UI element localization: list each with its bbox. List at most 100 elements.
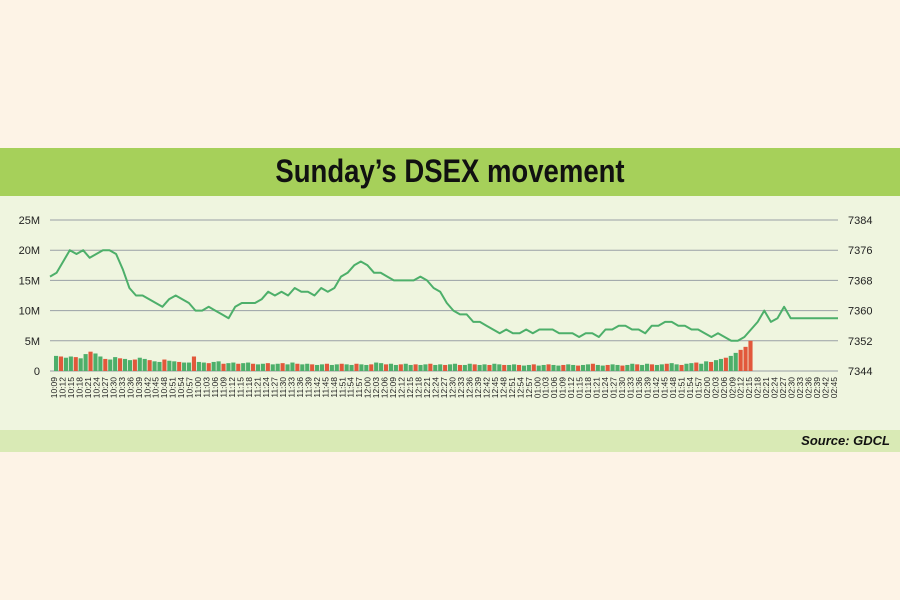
volume-bar: [443, 364, 448, 371]
volume-bar: [403, 363, 408, 371]
volume-bar: [659, 364, 664, 371]
volume-bar: [290, 362, 295, 371]
time-label: 10:24: [91, 377, 101, 399]
volume-bar: [147, 360, 152, 371]
volume-bar: [88, 351, 93, 371]
volume-bar: [73, 357, 78, 371]
time-label: 02:15: [744, 377, 754, 399]
time-label: 02:12: [736, 377, 746, 399]
time-label: 01:42: [651, 377, 661, 399]
volume-bar: [374, 362, 379, 371]
volume-bar: [649, 364, 655, 371]
time-label: 10:51: [168, 377, 178, 399]
volume-bar: [477, 364, 482, 371]
chart-title: Sunday’s DSEX movement: [275, 153, 625, 189]
time-label: 12:57: [524, 377, 534, 399]
time-label: 01:54: [685, 377, 695, 399]
volume-bar: [122, 358, 128, 371]
left-tick-label: 0: [34, 366, 40, 378]
volume-bar: [295, 363, 300, 371]
time-label: 11:00: [193, 377, 203, 398]
volume-bar: [428, 363, 433, 371]
volume-bar: [620, 365, 625, 371]
volume-bar: [369, 364, 374, 371]
left-tick-label: 15M: [19, 275, 40, 287]
volume-bar: [492, 363, 497, 371]
time-label: 10:18: [74, 377, 84, 399]
volume-bar: [723, 357, 728, 371]
left-tick-label: 5M: [25, 336, 40, 348]
volume-bar: [329, 364, 334, 371]
volume-bar: [718, 358, 723, 371]
volume-bar: [654, 364, 659, 371]
time-label: 10:09: [49, 377, 59, 399]
time-label: 11:27: [269, 377, 279, 398]
volume-bar: [684, 363, 689, 371]
volume-bar: [733, 352, 738, 371]
title-band: [0, 148, 900, 196]
time-label: 11:12: [227, 377, 237, 398]
volume-bar: [324, 363, 329, 371]
time-label: 12:21: [422, 377, 432, 399]
time-label: 10:54: [176, 377, 186, 399]
time-label: 12:03: [371, 377, 381, 399]
volume-bar: [83, 354, 88, 371]
volume-bar: [388, 363, 394, 371]
volume-bar: [354, 363, 359, 371]
volume-bar: [162, 359, 167, 371]
time-label: 10:45: [151, 377, 161, 399]
time-label: 01:45: [659, 377, 669, 399]
volume-bar: [359, 364, 364, 371]
volume-bar: [507, 364, 512, 371]
volume-bar: [748, 340, 753, 371]
volume-bar: [216, 361, 221, 371]
volume-bar: [640, 364, 645, 371]
time-label: 01:24: [600, 377, 610, 399]
time-label: 11:24: [261, 377, 271, 398]
dsex-index-line: [49, 249, 838, 342]
time-label: 01:00: [532, 377, 542, 399]
volume-bar: [689, 363, 694, 371]
time-label: 11:06: [210, 377, 220, 398]
time-label: 12:24: [431, 377, 441, 399]
left-tick-label: 20M: [19, 245, 40, 257]
volume-bar: [418, 364, 423, 371]
time-label: 10:36: [125, 377, 135, 399]
volume-bar: [709, 361, 714, 371]
volume-bar: [54, 355, 59, 371]
volume-bar: [58, 356, 64, 371]
volume-bar: [211, 361, 216, 371]
volume-bar: [497, 364, 502, 371]
time-label: 02:03: [710, 377, 720, 399]
volume-bar: [467, 363, 472, 371]
volume-bar: [265, 363, 270, 371]
volume-bar: [172, 361, 177, 371]
time-label: 02:33: [795, 377, 805, 399]
time-label: 12:06: [380, 377, 390, 399]
volume-bar: [305, 363, 310, 371]
time-label: 12:12: [397, 377, 407, 399]
time-label: 01:18: [583, 377, 593, 399]
time-label: 10:57: [185, 377, 195, 399]
time-label: 11:15: [236, 377, 246, 398]
volume-bar: [536, 365, 541, 371]
volume-bar: [280, 363, 285, 371]
volume-bar: [585, 364, 591, 371]
time-label: 12:00: [363, 377, 373, 399]
volume-bar: [63, 357, 68, 371]
chart-panel: [0, 196, 900, 430]
time-label: 02:30: [787, 377, 797, 399]
time-label: 12:18: [414, 377, 424, 399]
volume-bar: [561, 364, 566, 371]
time-label: 11:18: [244, 377, 254, 398]
volume-bar: [93, 353, 98, 371]
time-label: 02:42: [821, 377, 831, 399]
time-label: 01:12: [566, 377, 576, 399]
volume-bar: [344, 364, 349, 371]
time-label: 02:09: [727, 377, 737, 399]
time-label: 11:39: [303, 377, 313, 398]
volume-bar: [383, 364, 389, 371]
volume-bar: [526, 364, 531, 371]
volume-bar: [78, 358, 83, 371]
volume-bar: [704, 361, 709, 371]
